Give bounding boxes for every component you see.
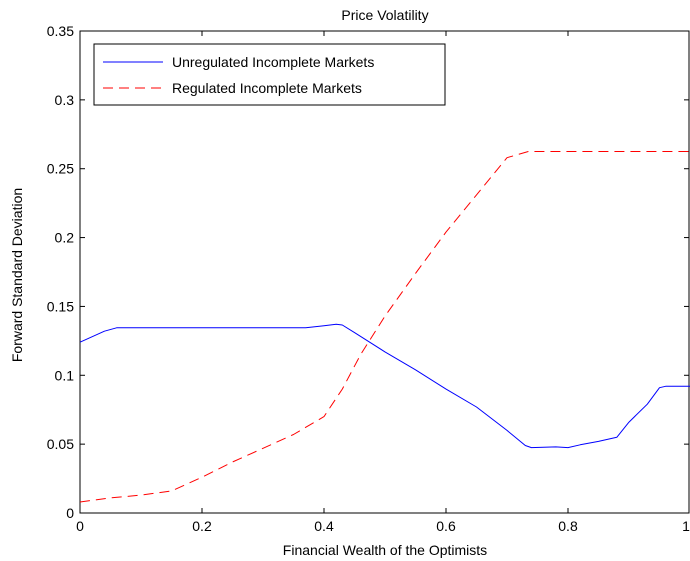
plot-frame — [79, 30, 690, 514]
y-tick-label: 0.3 — [55, 92, 75, 108]
legend-label-unregulated: Unregulated Incomplete Markets — [172, 54, 374, 70]
legend-label-regulated: Regulated Incomplete Markets — [172, 80, 362, 96]
y-tick-label: 0.35 — [47, 23, 74, 39]
x-tick-label: 0.2 — [192, 518, 212, 534]
y-tick-label: 0.1 — [55, 367, 75, 383]
y-tick-label: 0 — [66, 505, 74, 521]
chart-title: Price Volatility — [341, 7, 428, 23]
y-tick-label: 0.25 — [47, 161, 74, 177]
x-axis-title: Financial Wealth of the Optimists — [283, 542, 487, 558]
plot-border — [79, 30, 690, 514]
series-line-unregulated — [79, 323, 690, 449]
x-axis: 0 0.2 0.4 0.6 0.8 1 — [76, 31, 690, 534]
legend: Unregulated Incomplete Markets Regulated… — [93, 43, 446, 106]
y-tick-label: 0.05 — [47, 436, 74, 452]
series-line-regulated — [79, 151, 690, 503]
legend-box — [93, 43, 446, 106]
x-tick-label: 0.8 — [558, 518, 578, 534]
y-tick-label: 0.2 — [55, 230, 75, 246]
y-tick-label: 0.15 — [47, 298, 74, 314]
x-tick-label: 0 — [76, 518, 84, 534]
y-axis: 0 0.05 0.1 0.15 0.2 0.25 0.3 0.35 — [47, 23, 689, 521]
y-axis-title: Forward Standard Deviation — [9, 188, 25, 362]
x-tick-label: 0.4 — [314, 518, 334, 534]
x-tick-label: 0.6 — [436, 518, 456, 534]
series-layer — [79, 151, 690, 503]
x-tick-label: 1 — [682, 518, 690, 534]
